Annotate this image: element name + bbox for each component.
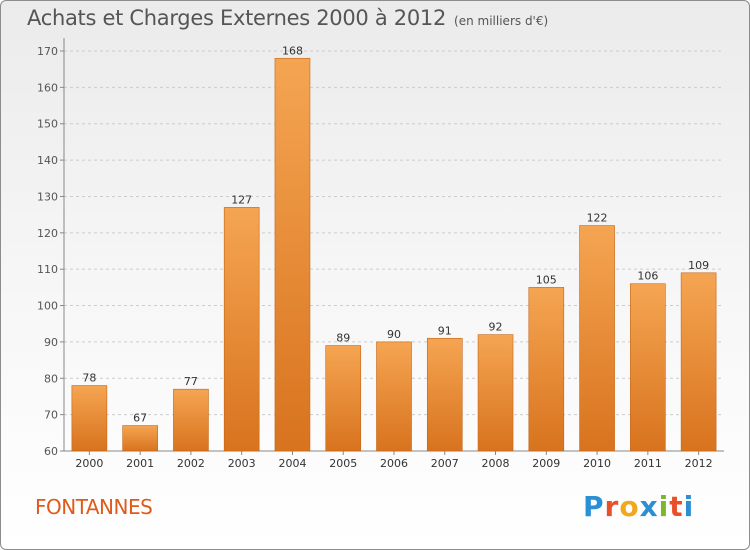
y-tick-label: 70 [44, 409, 58, 422]
y-tick-label: 120 [37, 227, 58, 240]
bar [579, 225, 615, 452]
x-tick-labels: 2000 2001 2002 2003 2004 2005 2006 2007 2008 2009… [75, 457, 712, 470]
y-tick-label: 140 [37, 154, 58, 167]
bar [223, 207, 260, 452]
bar [376, 341, 412, 452]
x-tick-label: 2001 [126, 457, 154, 470]
y-tick-label: 60 [44, 445, 58, 458]
bar [630, 283, 666, 452]
x-tick-label: 2000 [75, 457, 103, 470]
logo-letter: P [583, 490, 605, 523]
data-label: 122 [587, 212, 608, 225]
chart-title: Achats et Charges Externes 2000 à 2012 (e… [27, 6, 548, 30]
logo-letter: x [639, 490, 659, 523]
data-label: 106 [637, 270, 658, 283]
bar [426, 337, 463, 452]
data-label: 90 [387, 328, 401, 341]
logo-letter: o [619, 490, 640, 523]
y-tick-label: 100 [37, 300, 58, 313]
x-tick-label: 2005 [329, 457, 357, 470]
logo-letter: t [669, 490, 684, 523]
x-tick-label: 2008 [482, 457, 510, 470]
y-tick-label: 170 [37, 45, 58, 58]
bar [680, 272, 717, 452]
title-text: Achats et Charges Externes 2000 à 2012 [27, 6, 447, 30]
logo-letter: i [683, 490, 695, 523]
data-label: 168 [282, 44, 303, 57]
data-label: 92 [489, 321, 503, 334]
bars [71, 57, 717, 452]
data-label: 67 [133, 412, 147, 425]
data-label: 127 [231, 193, 252, 206]
x-tick-label: 2012 [685, 457, 713, 470]
logo-letter: r [604, 490, 620, 523]
bar [71, 385, 108, 452]
y-tick-label: 110 [37, 263, 58, 276]
x-tick-label: 2002 [177, 457, 205, 470]
data-label: 105 [536, 273, 557, 286]
bar [325, 345, 362, 452]
bar [528, 287, 565, 452]
proxiti-logo[interactable]: Proxiti [583, 490, 694, 523]
commune-name: FONTANNES [35, 495, 153, 519]
logo-letter: i [658, 490, 670, 523]
bar [122, 425, 158, 452]
x-tick-label: 2009 [532, 457, 560, 470]
y-tick-label: 80 [44, 372, 58, 385]
x-tick-label: 2011 [634, 457, 662, 470]
x-tick-label: 2006 [380, 457, 408, 470]
y-tick-labels: 60 70 80 90 100 110 120 130 140 150 160 170 [37, 45, 58, 458]
data-label: 77 [184, 375, 198, 388]
data-label: 109 [688, 259, 709, 272]
y-tick-label: 130 [37, 190, 58, 203]
y-tick-label: 150 [37, 118, 58, 131]
x-tick-label: 2004 [278, 457, 306, 470]
y-tick-label: 90 [44, 336, 58, 349]
data-label: 91 [438, 324, 452, 337]
data-label: 89 [336, 332, 350, 345]
x-tick-label: 2003 [228, 457, 256, 470]
x-tick-label: 2010 [583, 457, 611, 470]
data-labels: 78 67 77 127 168 89 90 91 92 105 122 106 109 [82, 44, 709, 424]
bar [173, 388, 209, 452]
bar [477, 334, 514, 452]
unit-text: (en milliers d'€) [454, 14, 549, 28]
data-label: 78 [82, 372, 96, 385]
bar [274, 57, 311, 452]
x-tick-label: 2007 [431, 457, 459, 470]
y-tick-label: 160 [37, 81, 58, 94]
